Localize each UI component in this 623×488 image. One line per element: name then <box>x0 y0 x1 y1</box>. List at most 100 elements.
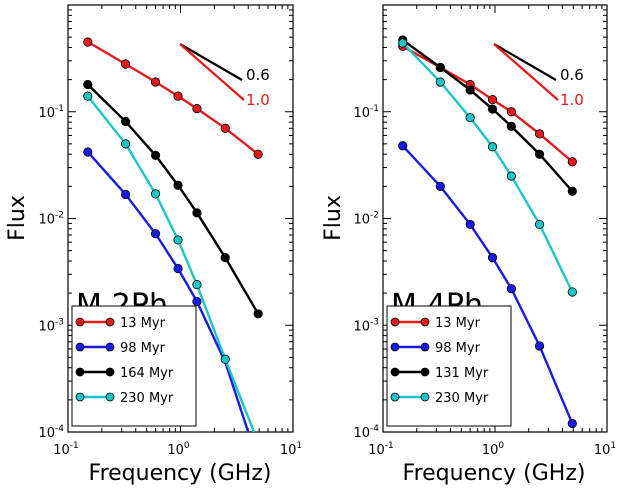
data-point <box>173 263 183 274</box>
x-tick-label: 100 <box>167 441 190 458</box>
slope-guide-0.6 <box>493 43 557 81</box>
y-tick-label: 10-4 <box>353 424 379 441</box>
legend-label: 13 Myr <box>120 316 166 331</box>
panel-ms2ph: 10-110010110-410-310-210-10.61.0Ms2Ph13 … <box>38 4 302 458</box>
data-point <box>120 116 131 127</box>
data-point <box>253 309 263 319</box>
tick-marks <box>67 5 294 433</box>
series-line <box>402 39 574 193</box>
x-tick-label: 101 <box>280 441 302 458</box>
x-axis-label-right: Frequency (GHz) <box>403 461 586 486</box>
data-point <box>506 121 516 131</box>
data-point <box>465 85 475 95</box>
slope-label: 1.0 <box>560 91 584 109</box>
y-tick-label: 10-2 <box>38 211 64 228</box>
legend-label: 230 Myr <box>435 391 489 406</box>
data-point <box>567 157 577 167</box>
slope-guide-1.0 <box>493 43 559 101</box>
data-point <box>487 142 498 152</box>
legend: 13 Myr 98 Myr 131 Myr 230 Myr <box>386 305 512 427</box>
y-tick-label: 10-1 <box>353 104 379 121</box>
y-axis-label-right: Flux <box>321 195 346 241</box>
y-axis-label-left: Flux <box>5 195 30 241</box>
x-tick-label: 10-1 <box>53 441 79 458</box>
series-line <box>86 83 260 315</box>
legend-item: 164 Myr <box>75 366 174 381</box>
legend-label: 98 Myr <box>435 341 481 356</box>
data-point <box>534 129 545 139</box>
slope-guide-1.0 <box>179 43 245 101</box>
data-point <box>220 253 230 263</box>
data-point <box>120 189 131 200</box>
y-tick-label: 10-3 <box>353 317 379 334</box>
data-point <box>567 418 577 429</box>
data-point <box>120 59 131 69</box>
data-point <box>506 284 516 294</box>
data-point <box>173 235 183 245</box>
slope-label: 0.6 <box>246 66 270 84</box>
data-point <box>253 149 263 159</box>
data-point <box>173 180 183 190</box>
legend-label: 230 Myr <box>120 391 174 406</box>
data-point <box>487 94 498 105</box>
legend-item: 131 Myr <box>390 366 489 381</box>
data-point <box>83 37 93 47</box>
data-point <box>220 123 230 133</box>
data-point <box>435 77 445 87</box>
data-point <box>487 253 498 263</box>
data-point <box>398 38 408 48</box>
y-tick-label: 10-4 <box>38 424 64 441</box>
data-point <box>487 104 498 114</box>
x-axis-label-left: Frequency (GHz) <box>89 461 272 486</box>
data-point <box>150 189 161 199</box>
data-point <box>192 104 202 114</box>
data-point <box>192 296 202 307</box>
data-point <box>150 150 161 161</box>
x-tick-label: 10-1 <box>368 441 394 458</box>
slope-guide-0.6 <box>179 43 243 81</box>
data-point <box>173 91 183 101</box>
data-point <box>506 171 516 181</box>
data-point <box>567 186 577 196</box>
legend-item: 98 Myr <box>390 341 481 356</box>
y-tick-label: 10-2 <box>353 211 379 228</box>
data-point <box>150 77 161 87</box>
data-point <box>150 229 161 239</box>
data-point <box>192 208 202 218</box>
data-point <box>465 113 475 123</box>
legend-item: 13 Myr <box>390 316 481 331</box>
series-line <box>401 42 574 293</box>
legend-label: 131 Myr <box>435 366 489 381</box>
legend-item: 13 Myr <box>75 316 166 331</box>
series-line <box>87 40 259 156</box>
y-tick-label: 10-1 <box>38 104 64 121</box>
legend-label: 13 Myr <box>435 316 481 331</box>
data-point <box>465 219 475 230</box>
data-point <box>534 219 545 230</box>
data-point <box>220 354 230 364</box>
y-tick-label: 10-3 <box>38 317 64 334</box>
data-point <box>534 341 545 351</box>
data-point <box>435 62 445 73</box>
data-point <box>567 287 577 297</box>
slope-label: 0.6 <box>560 66 584 84</box>
data-point <box>534 149 545 159</box>
x-tick-label: 100 <box>482 441 505 458</box>
data-point <box>398 141 408 151</box>
data-point <box>506 107 516 117</box>
legend-item: 230 Myr <box>75 391 174 406</box>
legend-item: 230 Myr <box>390 391 489 406</box>
data-point <box>192 280 202 290</box>
data-point <box>435 181 445 191</box>
data-point <box>83 91 93 101</box>
slope-label: 1.0 <box>246 91 270 109</box>
legend-label: 164 Myr <box>120 366 174 381</box>
panel-ms4ph: 10-110010110-410-310-210-10.61.0Ms4Ph13 … <box>353 4 616 458</box>
data-point <box>120 139 131 149</box>
legend-item: 98 Myr <box>75 341 166 356</box>
data-point <box>83 147 93 157</box>
x-tick-label: 101 <box>594 441 616 458</box>
legend-label: 98 Myr <box>120 341 166 356</box>
data-point <box>83 79 93 90</box>
